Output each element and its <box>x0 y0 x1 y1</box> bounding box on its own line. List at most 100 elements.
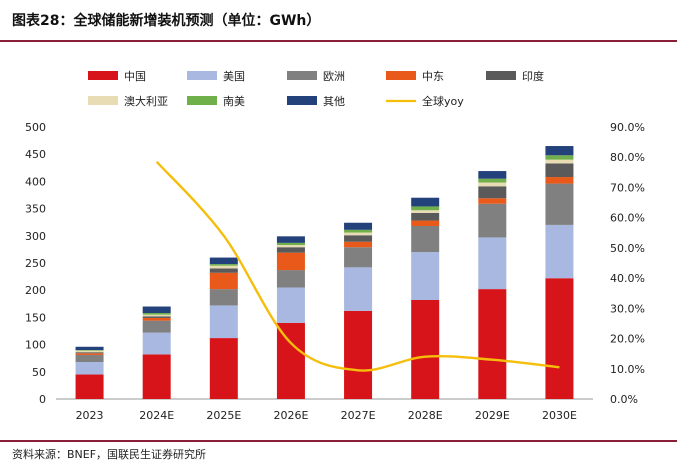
bar-segment-2 <box>545 183 574 225</box>
bar-segment-5 <box>344 232 373 236</box>
bar-segment-3 <box>276 252 305 271</box>
legend-item-6-label: 南美 <box>223 95 245 108</box>
source-note: 资料来源：BNEF，国联民生证券研究所 <box>12 448 207 461</box>
bar-segment-6 <box>411 206 440 211</box>
bar-segment-6 <box>142 313 171 315</box>
bar-segment-2 <box>209 289 238 306</box>
y-tick-label: 500 <box>25 121 46 134</box>
bar-segment-5 <box>478 182 507 187</box>
bar-segment-2 <box>478 203 507 238</box>
bar-segment-4 <box>344 235 373 242</box>
bar-segment-5 <box>276 245 305 248</box>
bar-segment-1 <box>276 287 305 323</box>
bar-segment-4 <box>142 316 171 318</box>
bar-segment-0 <box>344 310 373 399</box>
x-tick-label: 2028E <box>408 409 443 422</box>
bar-segment-6 <box>276 242 305 246</box>
legend-item-1-swatch <box>187 71 217 80</box>
x-tick-label: 2023 <box>76 409 104 422</box>
bar-segment-4 <box>75 352 104 354</box>
legend-item-8-label: 全球yoy <box>422 94 464 108</box>
bar-segment-7 <box>142 306 171 314</box>
bar-segment-5 <box>209 265 238 269</box>
bar-segment-5 <box>411 210 440 213</box>
bar-segment-7 <box>75 346 104 351</box>
bar-segment-6 <box>75 350 104 351</box>
legend-item-7-label: 其他 <box>323 95 345 108</box>
bar-segment-4 <box>411 212 440 221</box>
y-tick-label: 100 <box>25 339 46 352</box>
legend-item-3-swatch <box>386 71 416 80</box>
legend-item-0-label: 中国 <box>124 70 146 83</box>
y2-tick-label: 30.0% <box>610 302 645 315</box>
bar-segment-2 <box>142 320 171 333</box>
bar-segment-6 <box>344 229 373 233</box>
bar-segment-2 <box>75 354 104 363</box>
legend-item-2-label: 欧洲 <box>323 70 345 83</box>
x-tick-label: 2025E <box>206 409 241 422</box>
legend-item-2-swatch <box>287 71 317 80</box>
x-tick-label: 2026E <box>273 409 308 422</box>
bar-segment-7 <box>209 257 238 265</box>
bar-segment-0 <box>75 374 104 399</box>
bar-segment-7 <box>478 171 507 179</box>
bar-segment-6 <box>209 264 238 266</box>
bar-segment-0 <box>478 289 507 399</box>
bar-segment-0 <box>209 338 238 399</box>
bar-segment-4 <box>478 186 507 199</box>
legend-item-1-label: 美国 <box>223 70 245 83</box>
legend-item-0-swatch <box>88 71 118 80</box>
bar-segment-4 <box>545 163 574 178</box>
bar-segment-1 <box>411 252 440 300</box>
y-tick-label: 400 <box>25 175 46 188</box>
bar-segment-7 <box>545 146 574 156</box>
legend-item-6-swatch <box>187 96 217 105</box>
y-tick-label: 0 <box>39 393 46 406</box>
bar-segment-7 <box>276 236 305 243</box>
bar-segment-6 <box>545 155 574 160</box>
bar-segment-3 <box>75 353 104 355</box>
bar-segment-1 <box>478 237 507 290</box>
legend-item-4-swatch <box>486 71 516 80</box>
y-tick-label: 300 <box>25 230 46 243</box>
bar-segment-3 <box>545 177 574 184</box>
y2-tick-label: 10.0% <box>610 363 645 376</box>
bar-segment-1 <box>209 305 238 339</box>
bar-segment-0 <box>142 354 171 399</box>
bar-segment-3 <box>142 317 171 321</box>
y2-tick-label: 70.0% <box>610 181 645 194</box>
bar-segment-4 <box>209 268 238 273</box>
bar-segment-3 <box>411 220 440 227</box>
bar-segment-0 <box>411 299 440 399</box>
bar-segment-3 <box>209 272 238 290</box>
bar-segment-2 <box>411 226 440 253</box>
bar-segment-5 <box>142 314 171 317</box>
bar-segment-6 <box>478 178 507 183</box>
chart-bars <box>75 146 574 399</box>
legend-item-4-label: 印度 <box>522 69 544 83</box>
bar-segment-3 <box>478 198 507 204</box>
y-tick-label: 200 <box>25 284 46 297</box>
legend-item-3-label: 中东 <box>422 70 444 83</box>
source-divider <box>0 440 677 442</box>
legend-item-7-swatch <box>287 96 317 105</box>
yoy-line-layer <box>155 160 560 372</box>
bar-segment-1 <box>344 267 373 311</box>
y2-tick-label: 0.0% <box>610 393 638 406</box>
bar-segment-7 <box>411 197 440 207</box>
y2-tick-label: 40.0% <box>610 272 645 285</box>
chart-title: 图表28：全球储能新增装机预测（单位：GWh） <box>12 13 321 29</box>
bar-segment-0 <box>276 322 305 399</box>
x-tick-label: 2030E <box>542 409 577 422</box>
bar-segment-5 <box>545 159 574 164</box>
bar-segment-2 <box>276 270 305 288</box>
y-tick-label: 350 <box>25 203 46 216</box>
bar-segment-1 <box>142 332 171 355</box>
legend-item-5-label: 澳大利亚 <box>124 94 168 108</box>
bar-segment-0 <box>545 278 574 399</box>
y-tick-label: 150 <box>25 311 46 324</box>
y-tick-label: 50 <box>32 366 46 379</box>
bar-segment-2 <box>344 247 373 268</box>
